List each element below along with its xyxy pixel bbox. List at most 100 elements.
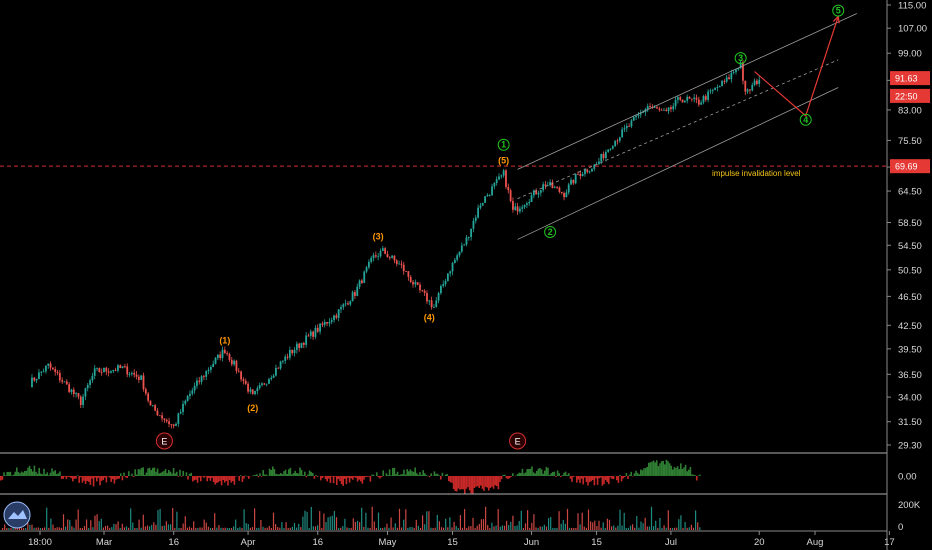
osc-bar — [4, 475, 7, 476]
volume-bar — [440, 527, 443, 530]
candle-body — [391, 255, 394, 258]
osc-bar — [49, 472, 52, 476]
candle-body — [137, 376, 140, 380]
osc-bar — [372, 474, 375, 476]
candle-body — [744, 80, 747, 92]
candle-body — [679, 97, 682, 100]
volume-bar — [443, 527, 445, 530]
osc-bar — [334, 476, 336, 477]
osc-bar — [356, 476, 359, 482]
volume-bar — [258, 527, 260, 530]
volume-bar — [130, 508, 132, 530]
osc-bar — [428, 476, 431, 478]
osc-bar — [392, 467, 394, 476]
time-tick-label: 16 — [168, 537, 179, 548]
osc-bar — [686, 471, 688, 476]
volume-bar — [579, 524, 581, 530]
volume-bar — [180, 527, 182, 530]
osc-bar — [94, 476, 96, 478]
osc-bar — [41, 474, 44, 476]
candle-body — [370, 257, 373, 262]
candle-body — [61, 380, 64, 382]
volume-bar — [506, 520, 508, 530]
osc-bar — [478, 476, 480, 488]
osc-bar — [580, 476, 583, 479]
minor-wave-label: (4) — [424, 312, 435, 322]
projection-path — [754, 16, 839, 117]
volume-bar — [524, 523, 527, 530]
osc-bar — [27, 467, 29, 476]
channel-lower-line — [517, 87, 839, 240]
volume-bar — [356, 520, 359, 530]
osc-bar — [444, 474, 447, 476]
time-tick-label: Apr — [241, 537, 256, 548]
osc-bar — [260, 476, 263, 477]
osc-bar — [651, 461, 653, 476]
osc-bar — [131, 473, 133, 476]
candle-body — [156, 410, 159, 416]
candle-body — [646, 106, 649, 110]
volume-bar — [375, 527, 377, 530]
osc-bar — [446, 474, 448, 476]
osc-bar — [414, 467, 416, 476]
candle-body — [335, 315, 338, 318]
candle-body — [649, 106, 651, 108]
osc-bar — [62, 476, 64, 479]
candle-body — [477, 207, 479, 218]
volume-bar — [577, 513, 579, 530]
price-tick-label: 83.00 — [898, 105, 922, 116]
volume-bar — [209, 527, 212, 530]
candle-body — [400, 263, 403, 265]
osc-bar — [126, 476, 128, 479]
osc-bar — [206, 476, 208, 482]
candle-body — [388, 257, 391, 258]
price-tick-label: 54.50 — [898, 241, 922, 252]
osc-bar — [35, 471, 37, 476]
volume-bar — [428, 511, 430, 530]
candle-body — [133, 372, 136, 375]
candle-body — [256, 388, 259, 392]
volume-bar — [663, 525, 665, 530]
candle-body — [275, 367, 277, 376]
price-tick-label: 58.50 — [898, 218, 922, 229]
osc-bar — [344, 476, 346, 479]
osc-bar — [310, 471, 312, 476]
volume-bar — [590, 521, 592, 530]
volume-bar — [31, 524, 33, 530]
candle-body — [130, 372, 133, 374]
candle-body — [642, 112, 644, 113]
volume-bar — [165, 521, 167, 530]
osc-bar — [96, 476, 98, 482]
candle-body — [112, 369, 115, 372]
candle-body — [79, 396, 82, 405]
volume-bar — [619, 509, 621, 530]
osc-bar — [494, 476, 496, 486]
candle-body — [677, 97, 679, 100]
time-tick-label: Jun — [524, 537, 539, 548]
candle-body — [165, 419, 168, 422]
volume-bar — [109, 527, 111, 530]
candle-body — [158, 415, 161, 417]
volume-bar — [272, 512, 275, 530]
candle-body — [433, 306, 435, 308]
volume-bar — [531, 522, 533, 530]
candle-body — [163, 418, 166, 420]
osc-bar — [596, 476, 599, 485]
price-pane[interactable] — [31, 59, 761, 429]
candle-body — [270, 377, 273, 380]
candle-body — [449, 271, 452, 274]
candle-body — [124, 366, 126, 368]
candle-body — [500, 175, 503, 177]
osc-bar — [691, 474, 693, 476]
volume-bar — [161, 525, 163, 530]
volume-bar — [90, 520, 92, 530]
osc-bar — [499, 476, 501, 482]
osc-bar — [547, 467, 549, 476]
candle-body — [591, 168, 593, 172]
candle-body — [82, 396, 84, 405]
major-wave-label: 2 — [548, 227, 553, 237]
osc-bar — [468, 476, 471, 491]
candle-body — [683, 100, 686, 103]
candle-body — [732, 72, 735, 73]
